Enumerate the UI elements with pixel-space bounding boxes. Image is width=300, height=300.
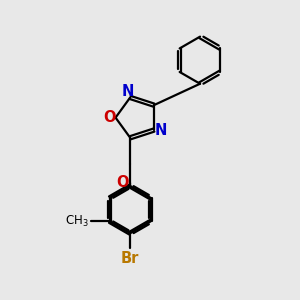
- Text: N: N: [122, 84, 134, 99]
- Text: Br: Br: [121, 251, 140, 266]
- Text: O: O: [117, 175, 129, 190]
- Text: N: N: [154, 123, 167, 138]
- Text: CH$_3$: CH$_3$: [65, 214, 89, 229]
- Text: O: O: [103, 110, 116, 125]
